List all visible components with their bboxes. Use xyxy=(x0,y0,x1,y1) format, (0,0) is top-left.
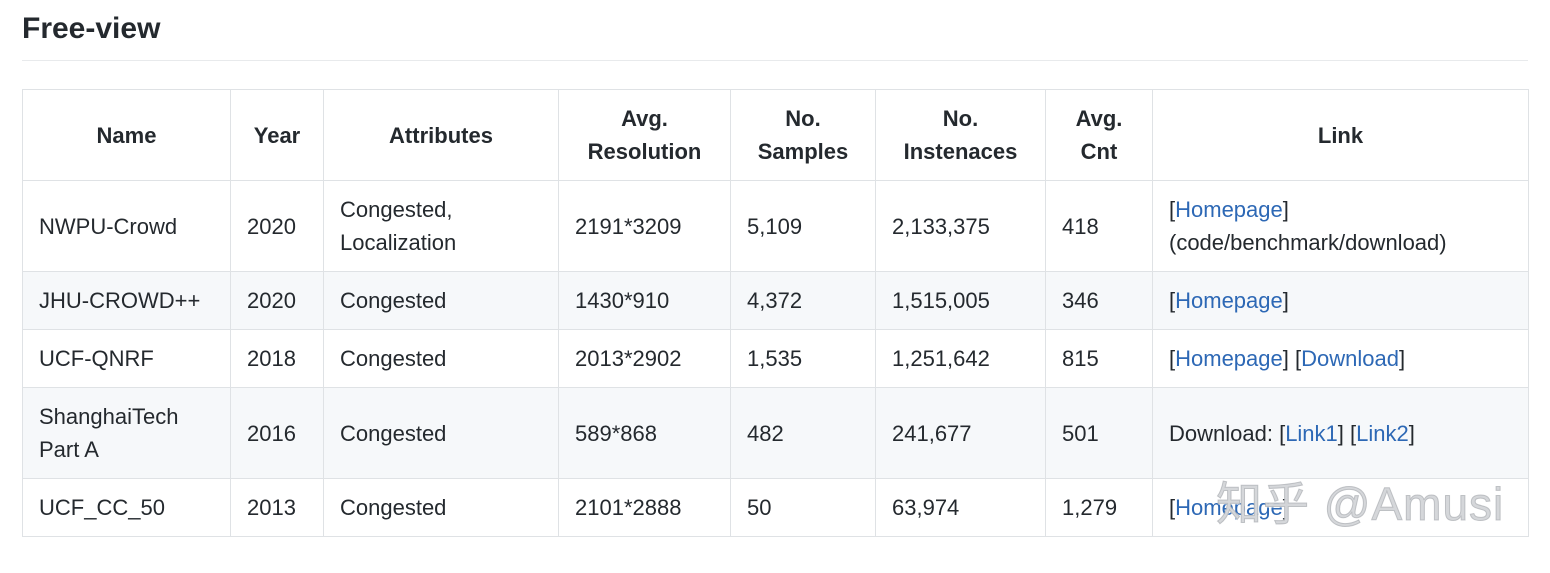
page-title: Free-view xyxy=(22,10,1528,61)
ucfcc50-homepage-link[interactable]: Homepage xyxy=(1175,495,1283,520)
cell-attributes: Congested xyxy=(323,271,559,330)
link-cell-text: ] [ xyxy=(1282,346,1302,371)
cell-link: Download: [Link1] [Link2] xyxy=(1152,387,1529,479)
link-cell-text: ] xyxy=(1398,346,1406,371)
cell-no-samples: 1,535 xyxy=(730,329,876,388)
cell-attributes: Congested xyxy=(323,329,559,388)
cell-name: UCF-QNRF xyxy=(22,329,231,388)
link-cell-text: Download: [ xyxy=(1169,420,1286,446)
cell-avg-cnt: 815 xyxy=(1045,329,1153,388)
cell-avg-cnt: 346 xyxy=(1045,271,1153,330)
link-cell-text: [ xyxy=(1169,346,1176,371)
cell-link: [Homepage] (code/benchmark/download) xyxy=(1152,180,1529,272)
jhu-homepage-link[interactable]: Homepage xyxy=(1175,288,1283,313)
cell-no-samples: 50 xyxy=(730,478,876,537)
column-header-name: Name xyxy=(22,89,231,181)
table-header: Name Year Attributes Avg. Resolution No.… xyxy=(22,89,1529,181)
table-row: JHU-CROWD++ 2020 Congested 1430*910 4,37… xyxy=(22,271,1529,330)
cell-link: [Homepage] [Download] xyxy=(1152,329,1529,388)
column-header-no-instances: No. Instenaces xyxy=(875,89,1046,181)
table-row: UCF-QNRF 2018 Congested 2013*2902 1,535 … xyxy=(22,329,1529,388)
cell-avg-resolution: 2191*3209 xyxy=(558,180,731,272)
cell-attributes: Congested xyxy=(323,387,559,479)
link-cell-text: ] (code/benchmark/download) xyxy=(1169,197,1447,255)
cell-no-instances: 63,974 xyxy=(875,478,1046,537)
column-header-no-samples: No. Samples xyxy=(730,89,876,181)
column-header-avg-resolution: Avg. Resolution xyxy=(558,89,731,181)
cell-link: [Homepage] xyxy=(1152,478,1529,537)
cell-avg-resolution: 589*868 xyxy=(558,387,731,479)
table-row: UCF_CC_50 2013 Congested 2101*2888 50 63… xyxy=(22,478,1529,537)
link-cell-text: ] [ xyxy=(1337,420,1357,446)
shanghaitech-link1-link[interactable]: Link1 xyxy=(1285,420,1338,446)
cell-year: 2018 xyxy=(230,329,324,388)
column-header-link: Link xyxy=(1152,89,1529,181)
cell-no-instances: 1,515,005 xyxy=(875,271,1046,330)
link-cell-text: ] xyxy=(1282,495,1289,520)
cell-name: ShanghaiTech Part A xyxy=(22,387,231,479)
table-body: NWPU-Crowd 2020 Congested, Localization … xyxy=(22,180,1529,537)
cell-attributes: Congested, Localization xyxy=(323,180,559,272)
link-cell-text: [ xyxy=(1169,288,1176,313)
cell-avg-cnt: 1,279 xyxy=(1045,478,1153,537)
cell-no-instances: 2,133,375 xyxy=(875,180,1046,272)
cell-avg-resolution: 2101*2888 xyxy=(558,478,731,537)
qnrf-download-link[interactable]: Download xyxy=(1301,346,1399,371)
table-row: NWPU-Crowd 2020 Congested, Localization … xyxy=(22,180,1529,272)
cell-link: [Homepage] xyxy=(1152,271,1529,330)
cell-year: 2020 xyxy=(230,180,324,272)
content-container: Free-view Name Year Attributes Avg. Reso… xyxy=(0,10,1550,537)
cell-name: UCF_CC_50 xyxy=(22,478,231,537)
cell-year: 2020 xyxy=(230,271,324,330)
column-header-avg-cnt: Avg. Cnt xyxy=(1045,89,1153,181)
cell-year: 2013 xyxy=(230,478,324,537)
link-cell-text: [ xyxy=(1169,495,1176,520)
cell-avg-resolution: 1430*910 xyxy=(558,271,731,330)
table-row: ShanghaiTech Part A 2016 Congested 589*8… xyxy=(22,387,1529,479)
cell-no-samples: 482 xyxy=(730,387,876,479)
cell-no-instances: 241,677 xyxy=(875,387,1046,479)
cell-avg-cnt: 418 xyxy=(1045,180,1153,272)
nwpu-homepage-link[interactable]: Homepage xyxy=(1175,197,1283,222)
cell-name: NWPU-Crowd xyxy=(22,180,231,272)
cell-name: JHU-CROWD++ xyxy=(22,271,231,330)
link-cell-text: ] xyxy=(1282,288,1289,313)
link-cell-text: ] xyxy=(1408,420,1415,446)
shanghaitech-link2-link[interactable]: Link2 xyxy=(1356,420,1409,446)
cell-attributes: Congested xyxy=(323,478,559,537)
table-header-row: Name Year Attributes Avg. Resolution No.… xyxy=(22,89,1529,181)
cell-no-samples: 4,372 xyxy=(730,271,876,330)
datasets-table: Name Year Attributes Avg. Resolution No.… xyxy=(22,89,1529,537)
cell-avg-cnt: 501 xyxy=(1045,387,1153,479)
cell-no-instances: 1,251,642 xyxy=(875,329,1046,388)
cell-no-samples: 5,109 xyxy=(730,180,876,272)
cell-year: 2016 xyxy=(230,387,324,479)
column-header-year: Year xyxy=(230,89,324,181)
column-header-attributes: Attributes xyxy=(323,89,559,181)
cell-avg-resolution: 2013*2902 xyxy=(558,329,731,388)
link-cell-text: [ xyxy=(1169,197,1176,222)
qnrf-homepage-link[interactable]: Homepage xyxy=(1175,346,1283,371)
